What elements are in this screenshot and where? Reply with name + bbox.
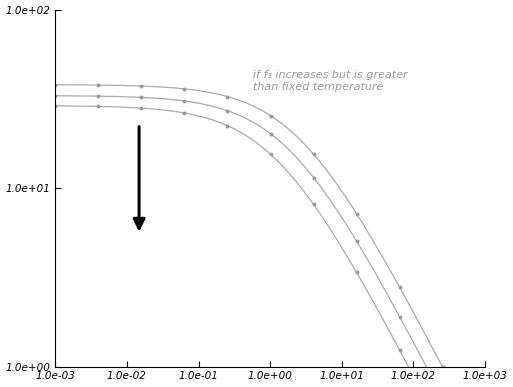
Text: if f₃ increases but is greater
than fixed temperature: if f₃ increases but is greater than fixe… [253,70,408,92]
